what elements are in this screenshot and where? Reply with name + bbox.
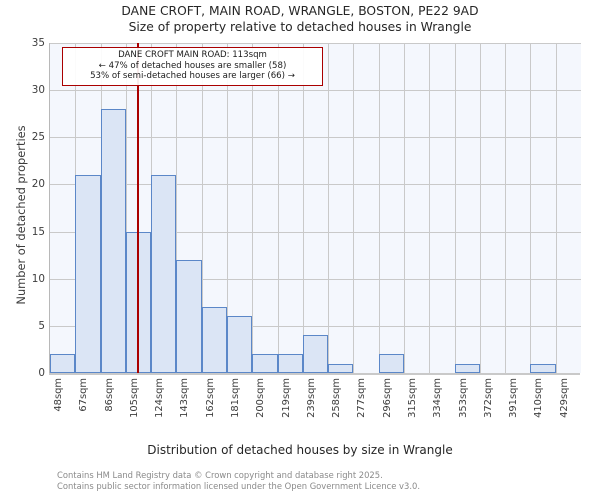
x-tick-label: 410sqm <box>533 378 545 418</box>
histogram-bar <box>379 354 404 373</box>
subject-property-annotation: DANE CROFT MAIN ROAD: 113sqm ← 47% of de… <box>62 47 323 86</box>
gridline-vertical <box>505 43 506 373</box>
x-tick-label: 181sqm <box>230 378 241 418</box>
y-tick-label: 20 <box>31 178 45 191</box>
y-tick-label: 15 <box>31 225 45 238</box>
gridline-vertical <box>455 43 456 373</box>
x-tick-label: 219sqm <box>280 378 292 418</box>
histogram-bar <box>151 175 176 373</box>
x-axis-line <box>49 373 580 375</box>
gridline-horizontal <box>50 43 581 44</box>
footer-line2: Contains public sector information licen… <box>57 480 420 491</box>
y-tick-label: 25 <box>31 131 45 144</box>
x-tick-label: 200sqm <box>255 378 267 418</box>
gridline-horizontal <box>50 231 581 233</box>
y-tick-label: 5 <box>38 319 45 332</box>
gridline-vertical <box>530 43 531 373</box>
x-tick-label: 239sqm <box>305 378 317 418</box>
gridline-vertical <box>278 43 279 373</box>
chart-title: DANE CROFT, MAIN ROAD, WRANGLE, BOSTON, … <box>0 3 600 35</box>
attribution-footer: Contains HM Land Registry data © Crown c… <box>57 470 420 491</box>
x-tick-label: 372sqm <box>482 378 494 418</box>
footer-line1: Contains HM Land Registry data © Crown c… <box>57 470 383 480</box>
histogram-bar <box>202 307 227 373</box>
gridline-vertical <box>328 43 329 373</box>
x-tick-label: 86sqm <box>103 378 115 412</box>
gridline-horizontal <box>50 278 581 280</box>
gridline-vertical <box>379 43 380 373</box>
gridline-vertical <box>176 43 177 373</box>
histogram-bar <box>328 363 353 373</box>
x-tick-label: 143sqm <box>179 378 191 418</box>
marker-line <box>136 43 139 373</box>
x-tick-label: 277sqm <box>356 378 368 418</box>
x-tick-label: 124sqm <box>154 378 166 418</box>
histogram-bar <box>530 363 556 373</box>
y-tick-label: 10 <box>31 272 45 285</box>
histogram-bar <box>75 175 101 373</box>
x-tick-label: 391sqm <box>508 378 520 418</box>
y-tick-label: 30 <box>31 84 45 97</box>
x-tick-label: 67sqm <box>78 378 90 412</box>
gridline-horizontal <box>50 137 581 139</box>
x-tick-label: 429sqm <box>558 378 570 418</box>
gridline-vertical <box>126 43 127 373</box>
histogram-bar <box>126 231 151 373</box>
gridline-horizontal <box>50 325 581 327</box>
x-tick-label: 315sqm <box>407 378 418 418</box>
x-tick-label: 334sqm <box>432 378 444 418</box>
histogram-bar <box>176 259 202 373</box>
histogram-bar <box>278 354 303 373</box>
annotation-line-property: DANE CROFT MAIN ROAD: 113sqm <box>118 50 267 60</box>
x-tick-label: 48sqm <box>53 378 64 412</box>
gridline-vertical <box>353 43 354 373</box>
chart-title-subtitle: Size of property relative to detached ho… <box>128 20 472 34</box>
y-tick-label: 35 <box>31 37 45 49</box>
y-tick-label: 0 <box>38 367 45 379</box>
gridline-vertical <box>303 43 304 373</box>
x-tick-label: 258sqm <box>331 378 343 418</box>
histogram-bar <box>455 363 480 373</box>
gridline-vertical <box>556 43 557 373</box>
plot-clip <box>50 43 581 373</box>
histogram-bar <box>303 335 328 373</box>
annotation-line-larger: 53% of semi-detached houses are larger (… <box>90 71 295 82</box>
x-tick-label: 105sqm <box>128 378 140 418</box>
gridline-horizontal <box>50 90 581 92</box>
histogram-bar <box>252 354 278 373</box>
x-axis-label: Distribution of detached houses by size … <box>147 443 453 457</box>
histogram-bar <box>101 109 126 373</box>
gridline-vertical <box>252 43 253 373</box>
gridline-vertical <box>429 43 430 373</box>
chart-title-line1: DANE CROFT, MAIN ROAD, WRANGLE, BOSTON, … <box>121 4 479 18</box>
annotation-line-smaller: ← 47% of detached houses are smaller (58… <box>98 60 287 71</box>
x-tick-label: 353sqm <box>457 378 469 418</box>
y-axis: 0 5 10 15 20 25 30 35 Number of detached proper… <box>0 0 49 500</box>
gridline-vertical <box>404 43 405 373</box>
histogram-bar <box>50 354 75 373</box>
x-tick-label: 162sqm <box>204 378 216 418</box>
histogram-bar <box>227 316 252 373</box>
plot-area <box>49 43 581 373</box>
gridline-vertical <box>227 43 228 373</box>
y-axis-label: Number of detached properties <box>14 125 28 305</box>
gridline-vertical <box>480 43 481 373</box>
gridline-horizontal <box>50 184 581 186</box>
gridline-vertical <box>202 43 203 373</box>
x-tick-label: 296sqm <box>381 378 393 418</box>
